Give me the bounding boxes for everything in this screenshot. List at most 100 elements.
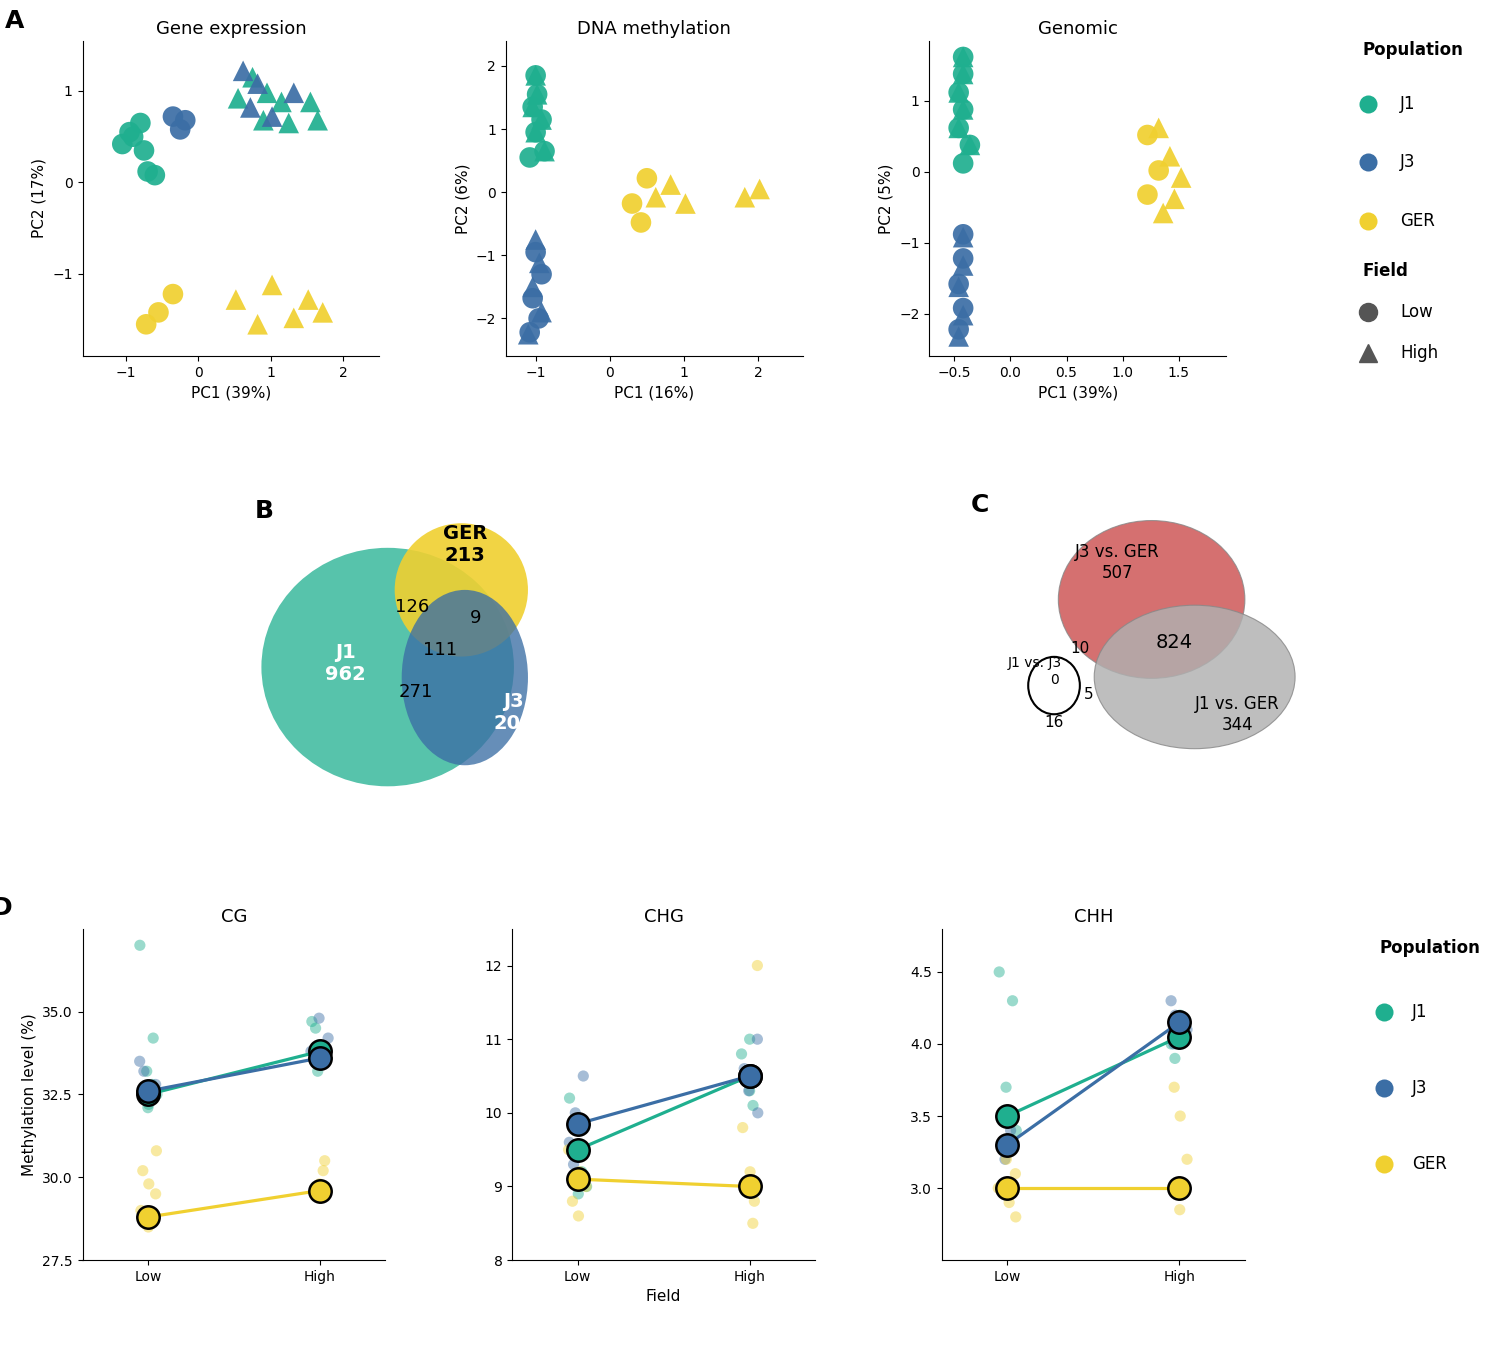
Point <box>298 91 322 112</box>
Point <box>1136 184 1160 206</box>
Point <box>298 1041 322 1062</box>
Y-axis label: PC2 (6%): PC2 (6%) <box>454 163 470 233</box>
Point <box>742 1191 766 1213</box>
Point <box>732 1058 756 1080</box>
Point <box>1005 1119 1029 1141</box>
Text: C: C <box>970 493 988 518</box>
Text: Field: Field <box>1364 262 1408 279</box>
Point <box>738 1065 762 1087</box>
Point <box>574 1176 598 1198</box>
Point <box>620 192 644 214</box>
Point <box>520 96 544 118</box>
Point <box>1167 1012 1191 1034</box>
Point <box>747 178 771 199</box>
Point <box>946 81 970 103</box>
Point <box>561 1153 585 1175</box>
Text: J3: J3 <box>1401 153 1416 171</box>
Point <box>1174 1149 1198 1171</box>
Point <box>741 1095 765 1117</box>
Point <box>525 84 549 106</box>
Point <box>946 117 970 138</box>
Point <box>993 1149 1017 1171</box>
Point <box>308 1007 332 1028</box>
Point <box>524 122 548 144</box>
Point <box>135 1061 159 1083</box>
Point <box>951 64 975 85</box>
Point <box>1158 145 1182 167</box>
Point <box>129 112 153 134</box>
Text: 0: 0 <box>1050 673 1059 687</box>
Point <box>994 1149 1018 1171</box>
Point <box>518 321 542 343</box>
Title: Genomic: Genomic <box>1038 20 1118 38</box>
Point <box>738 1161 762 1183</box>
Point <box>566 1168 590 1190</box>
Point <box>136 1080 160 1102</box>
Point <box>1162 1076 1186 1098</box>
Point <box>1160 991 1184 1012</box>
Point <box>1168 167 1192 188</box>
Point <box>129 1199 153 1221</box>
Point <box>951 46 975 68</box>
Point <box>994 1076 1018 1098</box>
Point <box>142 164 166 186</box>
Point <box>524 122 548 144</box>
Point <box>117 122 141 144</box>
Point <box>231 60 255 81</box>
Point <box>564 1102 588 1123</box>
Point <box>746 1102 770 1123</box>
Text: J1: J1 <box>1401 95 1416 112</box>
Point <box>994 1134 1018 1156</box>
Point <box>303 1183 327 1205</box>
Point <box>951 226 975 248</box>
Point <box>296 289 320 310</box>
Point <box>951 248 975 270</box>
Point <box>136 1217 160 1238</box>
Y-axis label: PC2 (17%): PC2 (17%) <box>32 159 46 238</box>
Point <box>524 65 548 87</box>
Text: J1: J1 <box>1412 1003 1428 1020</box>
Text: 9: 9 <box>470 608 482 627</box>
Text: D: D <box>0 896 12 920</box>
Ellipse shape <box>402 589 528 766</box>
Text: GER
213: GER 213 <box>442 524 488 565</box>
Point <box>524 229 548 251</box>
Point <box>566 1112 590 1134</box>
Point <box>136 1084 160 1106</box>
Text: 126: 126 <box>394 599 429 617</box>
Point <box>520 96 544 118</box>
Ellipse shape <box>1059 520 1245 679</box>
Point <box>172 110 196 131</box>
Point <box>1167 1026 1191 1047</box>
Point <box>738 1065 762 1087</box>
Text: Low: Low <box>1401 304 1432 321</box>
Point <box>306 1061 330 1083</box>
Point <box>951 46 975 68</box>
Point <box>946 276 970 298</box>
Point <box>144 1140 168 1161</box>
Point <box>310 1050 334 1072</box>
X-axis label: Field: Field <box>646 1290 681 1305</box>
Point <box>308 1173 332 1195</box>
Point <box>132 1061 156 1083</box>
Text: J3 vs. GER
507: J3 vs. GER 507 <box>1076 543 1160 581</box>
Ellipse shape <box>1094 606 1294 749</box>
Point <box>1162 1047 1186 1069</box>
Point <box>526 308 550 329</box>
Point <box>525 84 549 106</box>
Point <box>270 91 294 112</box>
Point <box>736 1080 760 1102</box>
X-axis label: PC1 (16%): PC1 (16%) <box>614 386 695 401</box>
Y-axis label: Methylation level (%): Methylation level (%) <box>21 1014 36 1176</box>
Point <box>998 1191 1022 1213</box>
Point <box>556 1138 580 1160</box>
Point <box>1167 1177 1191 1199</box>
Point <box>999 1119 1023 1141</box>
Title: Gene expression: Gene expression <box>156 20 306 38</box>
Point <box>734 187 758 209</box>
Point <box>312 1041 336 1062</box>
Point <box>530 108 554 130</box>
Point <box>310 302 334 324</box>
Point <box>561 1191 585 1213</box>
Point <box>1168 1106 1192 1127</box>
